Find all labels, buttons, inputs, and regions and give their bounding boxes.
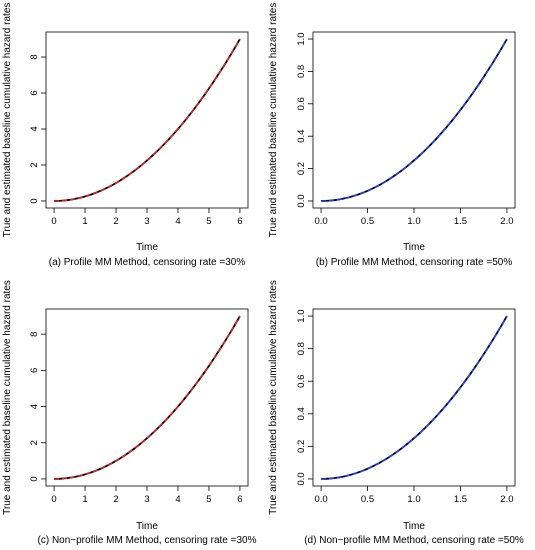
- x-tick-label: 4: [175, 494, 180, 505]
- y-tick-label: 0.8: [296, 342, 307, 355]
- y-tick-label: 0.0: [296, 194, 307, 207]
- x-axis-label: Time: [403, 242, 425, 253]
- estimated-curve: [321, 38, 508, 202]
- y-tick-label: 8: [29, 54, 40, 59]
- x-tick-label: 5: [206, 494, 211, 505]
- plot-frame: [45, 308, 249, 487]
- x-tick-label: 1.5: [454, 216, 467, 227]
- y-tick-label: 1.0: [296, 309, 307, 322]
- y-tick-label: 2: [29, 440, 40, 445]
- y-tick-label: 1.0: [296, 32, 307, 45]
- x-tick-label: 0.5: [361, 494, 374, 505]
- x-tick-label: 1.5: [454, 494, 467, 505]
- true-curve: [321, 38, 508, 202]
- y-tick-label: 2: [29, 162, 40, 167]
- y-tick-label: 0.8: [296, 65, 307, 78]
- chart-panel-4: 0.0 0.5 1.0 1.5 2.0 0.0 0.2 0.4 0.6 0.8 1.0 Time Tru…: [268, 280, 524, 546]
- y-axis-label: True and estimated baseline cumulative h…: [268, 3, 279, 238]
- y-tick-label: 0.0: [296, 472, 307, 485]
- plot-frame: [312, 308, 516, 487]
- chart-panel-1: 0 1 2 3 4 5 6 0 2 4 6 8 Time True and estimated basel…: [2, 3, 249, 268]
- x-tick-label: 0: [51, 216, 56, 227]
- estimated-curve: [54, 38, 241, 202]
- true-curve: [54, 315, 241, 480]
- y-axis-label: True and estimated baseline cumulative h…: [2, 3, 13, 238]
- chart-panel-2: 0.0 0.5 1.0 1.5 2.0 0.0 0.2 0.4 0.6 0.8 1.0 Time Tru…: [268, 3, 516, 268]
- y-tick-label: 0: [29, 476, 40, 481]
- x-tick-label: 4: [175, 216, 180, 227]
- y-tick-label: 0.2: [296, 162, 307, 175]
- x-tick-label: 6: [237, 216, 242, 227]
- x-tick-label: 2: [113, 216, 118, 227]
- panel-caption: (c) Non−profile MM Method, censoring rat…: [38, 535, 257, 546]
- x-tick-label: 1: [82, 216, 87, 227]
- panel-caption: (d) Non−profile MM Method, censoring rat…: [304, 535, 524, 546]
- y-tick-label: 0.4: [296, 407, 307, 420]
- x-axis-label: Time: [136, 242, 158, 253]
- y-tick-label: 0.4: [296, 130, 307, 143]
- x-tick-label: 1.0: [407, 216, 420, 227]
- x-tick-label: 3: [144, 216, 149, 227]
- x-tick-label: 3: [144, 494, 149, 505]
- x-tick-label: 1: [82, 494, 87, 505]
- estimated-curve: [321, 315, 508, 480]
- y-axis-label: True and estimated baseline cumulative h…: [268, 280, 279, 515]
- y-tick-label: 4: [29, 126, 40, 131]
- plot-frame: [45, 31, 249, 209]
- chart-panel-3: 0 1 2 3 4 5 6 0 2 4 6 8 Time True and estimated basel…: [2, 280, 257, 546]
- estimated-curve: [54, 315, 241, 480]
- x-tick-label: 6: [237, 494, 242, 505]
- y-tick-label: 0.2: [296, 440, 307, 453]
- y-tick-label: 0.6: [296, 375, 307, 388]
- y-tick-label: 6: [29, 90, 40, 95]
- y-axis-label: True and estimated baseline cumulative h…: [2, 280, 13, 515]
- y-tick-label: 8: [29, 332, 40, 337]
- x-tick-label: 2.0: [500, 494, 513, 505]
- x-tick-label: 0.0: [314, 494, 327, 505]
- x-tick-label: 2: [113, 494, 118, 505]
- x-tick-label: 5: [206, 216, 211, 227]
- panel-caption: (b) Profile MM Method, censoring rate =5…: [316, 257, 513, 268]
- panel-caption: (a) Profile MM Method, censoring rate =3…: [49, 257, 246, 268]
- y-tick-label: 4: [29, 404, 40, 409]
- true-curve: [54, 38, 241, 202]
- y-tick-label: 0: [29, 198, 40, 203]
- true-curve: [321, 315, 508, 480]
- x-axis-label: Time: [136, 521, 158, 532]
- x-axis-label: Time: [403, 521, 425, 532]
- x-tick-label: 0.5: [361, 216, 374, 227]
- y-tick-label: 6: [29, 368, 40, 373]
- y-tick-label: 0.6: [296, 97, 307, 110]
- plot-frame: [312, 31, 516, 209]
- x-tick-label: 0: [51, 494, 56, 505]
- x-tick-label: 1.0: [407, 494, 420, 505]
- x-tick-label: 0.0: [314, 216, 327, 227]
- x-tick-label: 2.0: [500, 216, 513, 227]
